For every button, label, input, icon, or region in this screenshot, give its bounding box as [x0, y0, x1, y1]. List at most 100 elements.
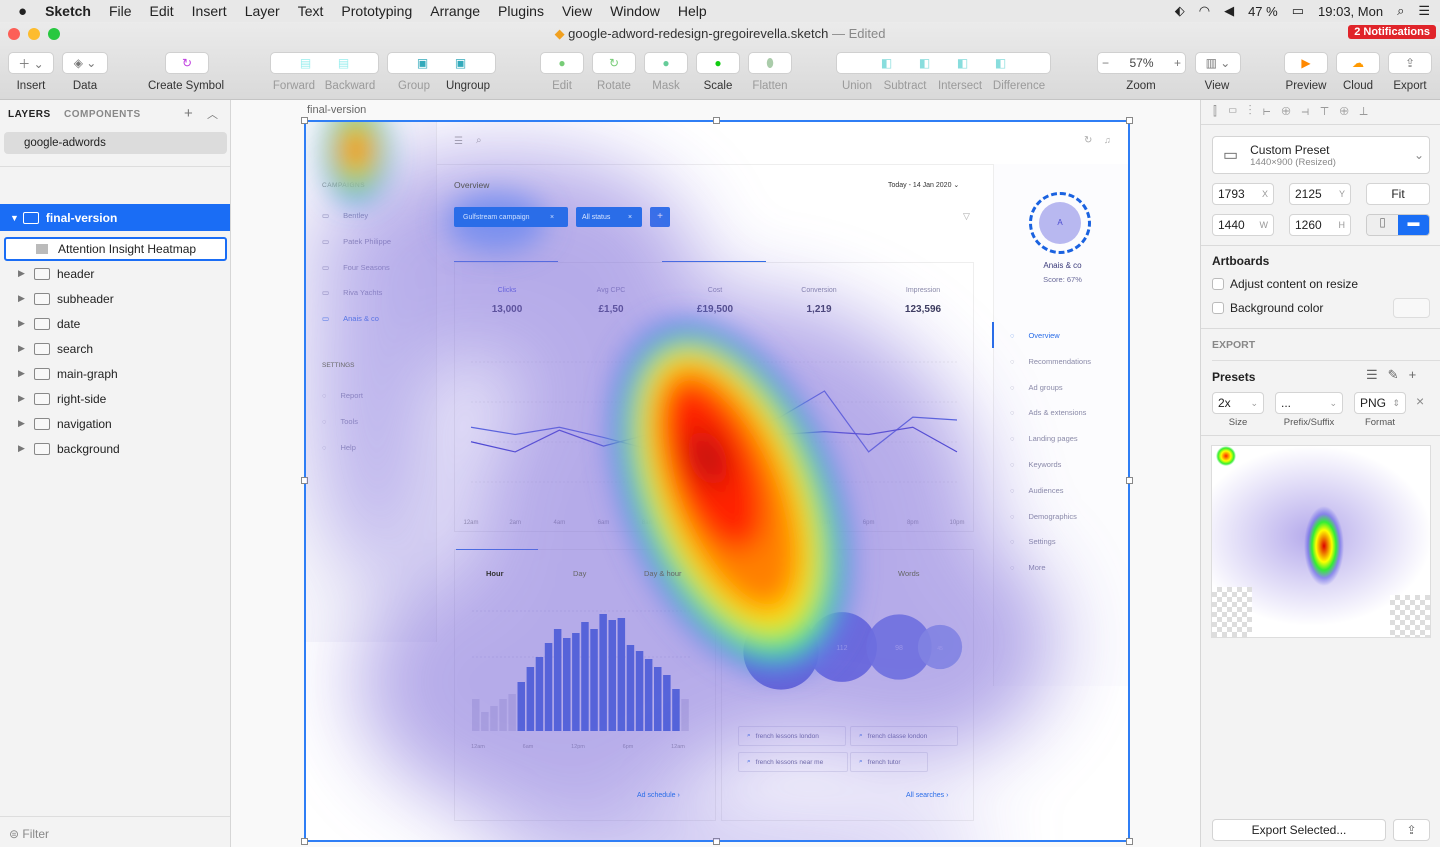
checkbox[interactable]: [1212, 302, 1224, 314]
remove-icon[interactable]: ×: [628, 213, 633, 221]
filter-funnel-icon[interactable]: ▽: [963, 211, 970, 221]
bar[interactable]: [626, 645, 635, 731]
layer-group-navigation[interactable]: ▶ navigation: [0, 411, 230, 436]
artboard[interactable]: CAMPAIGNS ▭ Bentley ▭ Patek Philippe ▭ Four S…: [304, 120, 1130, 842]
ad-schedule-link[interactable]: Ad schedule ›: [637, 792, 680, 799]
edit-button[interactable]: ●: [540, 52, 584, 74]
bar[interactable]: [581, 622, 589, 731]
notifications-badge[interactable]: 2 Notifications: [1348, 25, 1436, 39]
add-page-icon[interactable]: +: [184, 105, 193, 122]
menu-file[interactable]: File: [108, 3, 132, 19]
menu-text[interactable]: Text: [297, 3, 324, 19]
resize-handle[interactable]: [713, 838, 720, 845]
search-chip[interactable]: ⌕ french lessons near me: [738, 752, 848, 772]
export-selected-button[interactable]: Export Selected...: [1212, 819, 1386, 841]
menu-app[interactable]: Sketch: [45, 3, 91, 19]
right-nav-item[interactable]: ◌ Audiences: [1010, 486, 1064, 495]
zoom-button[interactable]: [48, 28, 60, 40]
menu-prototyping[interactable]: Prototyping: [341, 3, 413, 19]
volume-icon[interactable]: ◀: [1224, 3, 1235, 18]
prefix-select[interactable]: ... ⌄: [1275, 392, 1343, 414]
flatten-button[interactable]: ⬮: [748, 52, 792, 74]
adjust-content-checkbox[interactable]: Adjust content on resize: [1212, 277, 1358, 291]
bar[interactable]: [681, 699, 689, 731]
campaign-item[interactable]: ▭ Patek Philippe: [322, 237, 391, 246]
portrait-icon[interactable]: ▯: [1367, 215, 1398, 235]
layer-artboard[interactable]: ▼ final-version: [0, 204, 230, 231]
preset-actions[interactable]: ☰✎+: [1366, 367, 1426, 383]
menu-arrange[interactable]: Arrange: [430, 3, 481, 19]
disclosure-triangle-icon[interactable]: ▶: [18, 418, 25, 428]
group-ungroup-buttons[interactable]: ▣ ▣: [387, 52, 496, 74]
disclosure-triangle-icon[interactable]: ▶: [18, 268, 25, 278]
refresh-icon[interactable]: ↻: [1084, 135, 1093, 146]
bar[interactable]: [490, 706, 498, 731]
disclosure-triangle-icon[interactable]: ▶: [18, 368, 25, 378]
rotate-button[interactable]: ↻: [592, 52, 636, 74]
canvas[interactable]: final-version CAMPAIGNS ▭ Bentley ▭ Patek P…: [231, 100, 1200, 847]
dropbox-icon[interactable]: ⬖: [1174, 3, 1185, 18]
bar[interactable]: [672, 689, 680, 731]
filter-chip-status[interactable]: All status ×: [576, 207, 642, 227]
search-icon[interactable]: ⌕: [476, 135, 482, 146]
right-nav-item[interactable]: ◌ Recommendations: [1010, 357, 1091, 366]
resize-handle[interactable]: [713, 117, 720, 124]
cloud-button[interactable]: ☁: [1336, 52, 1380, 74]
bar[interactable]: [535, 657, 544, 731]
zoom-out-icon[interactable]: −: [1102, 56, 1110, 70]
resize-handle[interactable]: [301, 477, 308, 484]
preview-button[interactable]: ▶: [1284, 52, 1328, 74]
filter-chip-campaign[interactable]: Gulfstream campaign ×: [454, 207, 568, 227]
menu-edit[interactable]: Edit: [149, 3, 174, 19]
disclosure-triangle-icon[interactable]: ▶: [18, 293, 25, 303]
resize-handle[interactable]: [1126, 838, 1133, 845]
bar[interactable]: [599, 614, 607, 731]
scale-button[interactable]: ●: [696, 52, 740, 74]
right-nav-item[interactable]: ◌ Overview: [1010, 331, 1060, 340]
layer-group-main-graph[interactable]: ▶ main-graph: [0, 361, 230, 386]
checkbox[interactable]: [1212, 278, 1224, 290]
layer-group-search[interactable]: ▶ search: [0, 336, 230, 361]
disclosure-triangle-icon[interactable]: ▶: [18, 343, 25, 353]
right-nav-item[interactable]: ◌ Demographics: [1010, 512, 1077, 521]
right-nav-item[interactable]: ◌ Ad groups: [1010, 383, 1063, 392]
bar[interactable]: [663, 675, 671, 731]
menu-help[interactable]: Help: [677, 3, 707, 19]
resize-handle[interactable]: [301, 117, 308, 124]
background-color-checkbox[interactable]: Background color: [1212, 301, 1323, 315]
remove-preset-icon[interactable]: ×: [1416, 393, 1425, 409]
page-item[interactable]: google-adwords: [4, 132, 227, 154]
menu-plugins[interactable]: Plugins: [498, 3, 544, 19]
tab-day[interactable]: Day: [573, 569, 587, 578]
add-icon[interactable]: +: [1408, 367, 1427, 382]
bar[interactable]: [572, 633, 580, 731]
bubble[interactable]: [743, 614, 819, 690]
menu-icon[interactable]: ☰: [454, 136, 463, 147]
orientation-toggle[interactable]: ▯ ▬: [1366, 214, 1430, 236]
right-nav-item[interactable]: ◌ More: [1010, 563, 1046, 572]
tab-layers[interactable]: LAYERS: [8, 109, 51, 120]
menu-view[interactable]: View: [561, 3, 593, 19]
campaign-item[interactable]: ▭ Bentley: [322, 211, 368, 220]
artboard-label[interactable]: final-version: [307, 104, 367, 116]
preset-select[interactable]: ▭ Custom Preset 1440×900 (Resized) ⌄: [1212, 136, 1430, 174]
close-button[interactable]: [8, 28, 20, 40]
layer-group-background[interactable]: ▶ background: [0, 436, 230, 461]
bar[interactable]: [644, 659, 653, 731]
bar[interactable]: [654, 667, 662, 731]
search-icon[interactable]: ⌕: [1397, 3, 1405, 18]
layer-group-date[interactable]: ▶ date: [0, 311, 230, 336]
resize-handle[interactable]: [1126, 117, 1133, 124]
layer-group-right-side[interactable]: ▶ right-side: [0, 386, 230, 411]
bar[interactable]: [499, 699, 507, 731]
bar[interactable]: [508, 694, 516, 731]
layer-heatmap[interactable]: Attention Insight Heatmap: [4, 237, 227, 261]
disclosure-triangle-icon[interactable]: ▶: [18, 318, 25, 328]
bar[interactable]: [635, 651, 644, 731]
collapse-icon[interactable]: ︿: [207, 109, 218, 121]
bar[interactable]: [544, 643, 553, 731]
resize-handle[interactable]: [301, 838, 308, 845]
bar[interactable]: [517, 682, 526, 731]
add-filter-button[interactable]: +: [650, 207, 670, 227]
forward-backward-buttons[interactable]: ▤ ▤: [270, 52, 379, 74]
